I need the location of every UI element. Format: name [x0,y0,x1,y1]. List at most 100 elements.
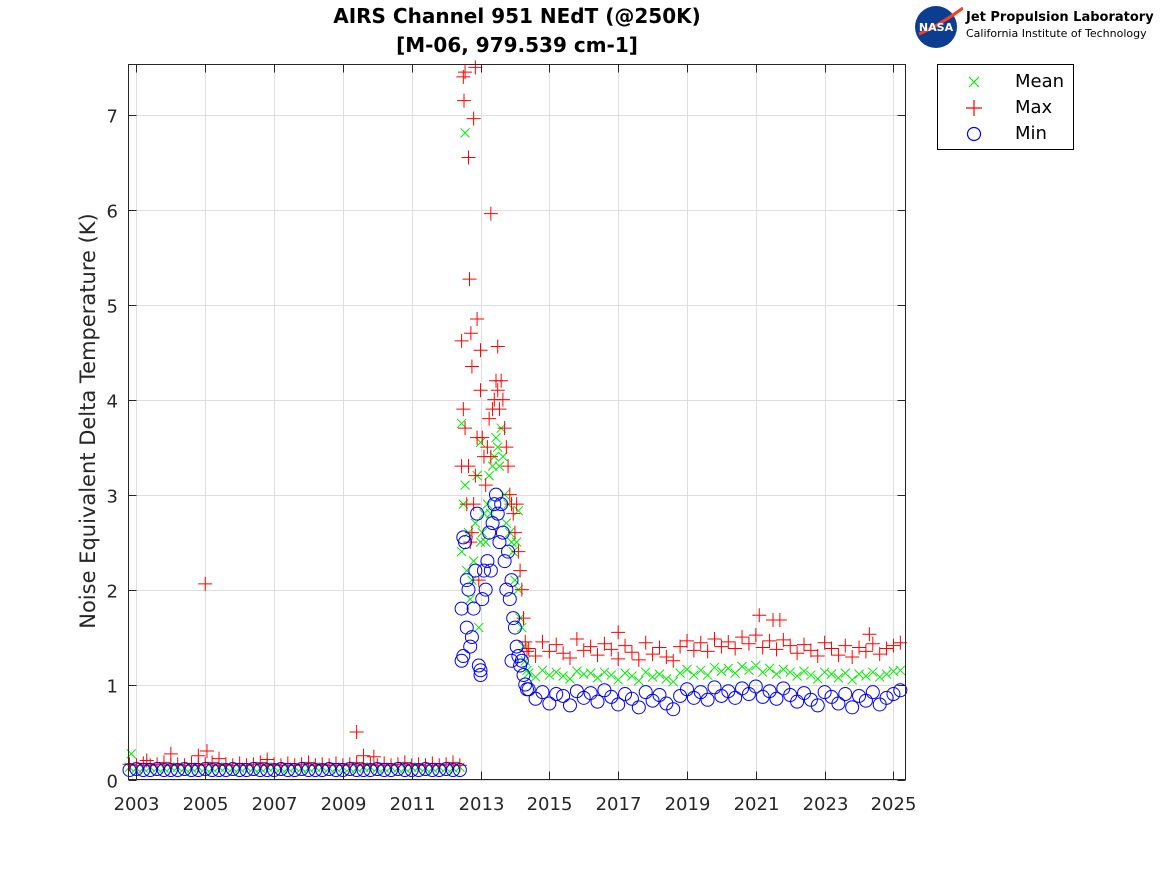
y-tick-label: 1 [107,677,118,698]
mean-point [487,461,498,472]
max-point [468,468,483,483]
max-point [752,608,767,623]
min-point [542,696,557,711]
max-point [454,333,469,348]
mean-point [689,670,699,680]
max-point [260,752,275,767]
y-tick-label: 6 [107,202,118,223]
nasa-meatball-icon: NASA [915,6,963,48]
min-point [482,525,497,540]
mean-point [881,669,892,679]
min-point [468,563,483,578]
max-point [631,652,646,667]
min-point [356,763,371,778]
max-point [349,755,364,770]
max-point [624,645,639,660]
min-point [473,668,488,683]
min-point [521,682,536,697]
min-point [817,685,832,700]
min-point [487,497,502,512]
max-point [475,430,490,445]
x-tick-label: 2015 [527,794,573,815]
min-point [865,685,880,700]
mean-point [572,666,582,677]
min-point [611,697,626,712]
mean-point [494,461,505,472]
legend-label-min: Min [1015,123,1047,144]
mean-point [565,673,575,684]
min-point [456,530,471,545]
min-point [485,516,500,531]
max-point [156,755,171,770]
mean-point [702,670,713,680]
max-point [495,392,510,407]
mean-point [511,537,522,547]
min-point [390,762,405,777]
max-point [516,611,531,626]
min-point [377,763,392,778]
min-point [439,762,454,777]
mean-point [682,664,692,675]
x-tick-label: 2005 [183,794,229,815]
min-point [748,679,763,694]
max-point [458,65,473,80]
nasa-emblem-text: NASA [919,21,954,34]
min-point [461,582,476,597]
max-point [478,478,493,493]
min-point [516,668,531,683]
max-point [686,643,701,658]
min-point [143,763,158,778]
min-point [511,649,526,664]
min-point [893,683,908,698]
min-point [156,763,171,778]
y-tick-label: 2 [107,582,118,603]
min-point [205,763,220,778]
min-point [590,694,605,709]
min-point [445,763,460,778]
mean-point [895,665,906,676]
min-point [769,691,784,706]
max-point [762,633,777,648]
max-point [506,506,521,521]
max-point [611,625,626,640]
mean-point [537,665,548,676]
mean-point [799,666,809,677]
mean-point [771,669,782,679]
circle-marker-icon [966,126,982,142]
x-tick-label: 2019 [665,794,711,815]
min-point [184,763,199,778]
min-point [239,763,254,778]
min-point [411,763,426,778]
max-point [356,748,371,763]
min-point [673,688,688,703]
min-point [504,573,519,588]
mean-point [551,667,562,678]
min-point [322,762,337,777]
min-point [452,763,467,778]
min-point [838,687,853,702]
min-point [514,653,529,668]
max-point [205,755,220,770]
min-point [502,592,517,607]
chart-title-line-2: [M-06, 979.539 cm-1] [396,33,638,57]
mean-point [647,672,658,682]
mean-point [847,674,858,685]
mean-point [861,671,871,681]
max-point [845,650,860,665]
min-point [583,686,598,701]
mean-point [806,670,816,680]
min-point [287,763,302,778]
max-point [509,497,524,512]
x-tick-label: 2025 [871,794,917,815]
mean-point [819,667,830,678]
max-point [597,636,612,651]
max-point [783,638,798,653]
max-point [457,93,472,108]
min-point [459,573,474,588]
min-point [707,680,722,695]
min-point [150,762,165,777]
jpl-logo: NASA Jet Propulsion Laboratory Californi… [913,4,1163,50]
max-point [542,644,557,659]
max-point [590,648,605,663]
min-point [549,687,564,702]
